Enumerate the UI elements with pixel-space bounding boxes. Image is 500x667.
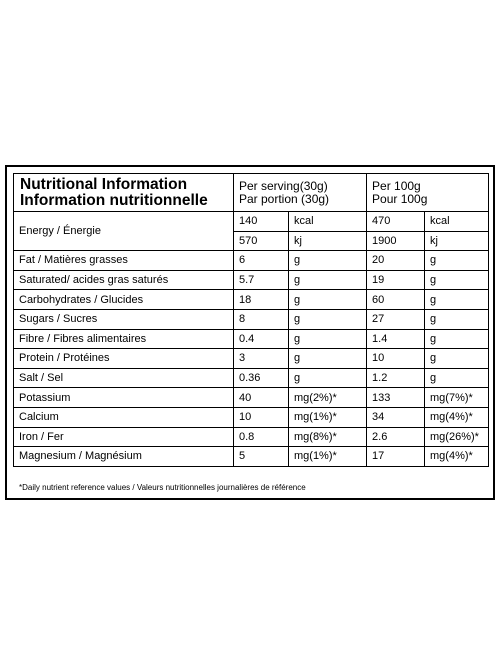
table-row: Protein / Protéines 3 g 10 g — [13, 348, 490, 369]
nutrient-label: Sugars / Sucres — [13, 308, 234, 330]
serving-unit: mg(8%)* — [287, 426, 368, 448]
per100-value: 17 — [366, 446, 426, 467]
serving-unit: mg(1%)* — [287, 446, 368, 467]
serving-value: 10 — [233, 406, 289, 428]
per100-value: 10 — [366, 348, 426, 369]
table-row: Carbohydrates / Glucides 18 g 60 g — [13, 289, 490, 310]
serving-unit: mg(2%)* — [287, 387, 368, 408]
serving-unit: g — [287, 308, 368, 330]
per100-value: 20 — [366, 250, 426, 271]
serving-unit: kcal — [287, 211, 368, 232]
title-cell: Nutritional Information Information nutr… — [13, 173, 234, 212]
per100-value: 34 — [366, 406, 426, 428]
header-line: Per serving(30g) — [239, 178, 328, 193]
serving-value: 0.36 — [233, 367, 289, 389]
per100-unit: mg(26%)* — [424, 426, 490, 448]
per100-unit: kcal — [424, 211, 490, 232]
serving-value: 6 — [233, 250, 289, 271]
nutrient-label: Calcium — [13, 406, 234, 428]
serving-unit: g — [287, 250, 368, 271]
serving-unit: g — [287, 367, 368, 389]
serving-value: 5.7 — [233, 269, 289, 291]
per100-unit: g — [424, 269, 490, 291]
serving-value: 5 — [233, 446, 289, 467]
per100-unit: mg(4%)* — [424, 406, 490, 428]
serving-value: 0.4 — [233, 328, 289, 350]
per100-unit: g — [424, 289, 490, 310]
table-row: Saturated/ acides gras saturés 5.7 g 19 g — [13, 269, 490, 291]
per100-value: 470 — [366, 211, 426, 232]
table-row: Potassium 40 mg(2%)* 133 mg(7%)* — [13, 387, 490, 408]
table-row: Magnesium / Magnésium 5 mg(1%)* 17 mg(4%)* — [13, 446, 490, 467]
nutrient-label: Carbohydrates / Glucides — [13, 289, 234, 310]
per100-value: 2.6 — [366, 426, 426, 448]
serving-unit: g — [287, 269, 368, 291]
serving-unit: g — [287, 348, 368, 369]
title-line: Information nutritionnelle — [20, 191, 208, 209]
serving-unit: mg(1%)* — [287, 406, 368, 428]
nutrient-label: Protein / Protéines — [13, 348, 234, 369]
per100-value: 19 — [366, 269, 426, 291]
per100-value: 133 — [366, 387, 426, 408]
serving-value: 18 — [233, 289, 289, 310]
serving-value: 140 — [233, 211, 289, 232]
per100-unit: mg(7%)* — [424, 387, 490, 408]
serving-value: 570 — [233, 230, 289, 252]
serving-value: 8 — [233, 308, 289, 330]
serving-value: 40 — [233, 387, 289, 408]
nutrient-label: Fat / Matières grasses — [13, 250, 234, 271]
per100-unit: g — [424, 250, 490, 271]
header-line: Par portion (30g) — [239, 191, 330, 206]
nutrition-panel: Nutritional Information Information nutr… — [5, 165, 495, 500]
table-row: Fat / Matières grasses 6 g 20 g — [13, 250, 490, 271]
nutrient-label: Magnesium / Magnésium — [13, 446, 234, 467]
serving-value: 0.8 — [233, 426, 289, 448]
header-line: Pour 100g — [372, 191, 428, 206]
nutrient-label: Fibre / Fibres alimentaires — [13, 328, 234, 350]
per100-unit: mg(4%)* — [424, 446, 490, 467]
serving-unit: g — [287, 328, 368, 350]
nutrient-label: Potassium — [13, 387, 234, 408]
nutrient-label: Saturated/ acides gras saturés — [13, 269, 234, 291]
header-line: Per 100g — [372, 178, 421, 193]
title-line: Nutritional Information — [20, 175, 188, 193]
serving-value: 3 — [233, 348, 289, 369]
per100-unit: kj — [424, 230, 490, 252]
nutrient-label: Salt / Sel — [13, 367, 234, 389]
per100-unit: g — [424, 308, 490, 330]
per100-value: 1.2 — [366, 367, 426, 389]
table-row: Sugars / Sucres 8 g 27 g — [13, 308, 490, 330]
per100-header: Per 100g Pour 100g — [366, 173, 490, 212]
table-row: Salt / Sel 0.36 g 1.2 g — [13, 367, 490, 389]
per100-value: 60 — [366, 289, 426, 310]
nutrition-table: Nutritional Information Information nutr… — [13, 173, 490, 467]
per100-value: 1900 — [366, 230, 426, 252]
table-row: Iron / Fer 0.8 mg(8%)* 2.6 mg(26%)* — [13, 426, 490, 448]
per100-value: 27 — [366, 308, 426, 330]
nutrient-label: Iron / Fer — [13, 426, 234, 448]
serving-unit: g — [287, 289, 368, 310]
serving-unit: kj — [287, 230, 368, 252]
header-row: Nutritional Information Information nutr… — [13, 173, 490, 212]
table-row: Energy / Énergie 140 kcal 470 kcal — [13, 210, 490, 252]
table-body: Nutritional Information Information nutr… — [13, 173, 490, 467]
table-row: Calcium 10 mg(1%)* 34 mg(4%)* — [13, 406, 490, 428]
nutrient-label: Energy / Énergie — [13, 210, 234, 252]
table-row: Fibre / Fibres alimentaires 0.4 g 1.4 g — [13, 328, 490, 350]
per100-unit: g — [424, 328, 490, 350]
per100-value: 1.4 — [366, 328, 426, 350]
serving-header: Per serving(30g) Par portion (30g) — [232, 173, 368, 212]
per100-unit: g — [424, 348, 490, 369]
per100-unit: g — [424, 367, 490, 389]
footnote: *Daily nutrient reference values / Valeu… — [19, 483, 306, 492]
